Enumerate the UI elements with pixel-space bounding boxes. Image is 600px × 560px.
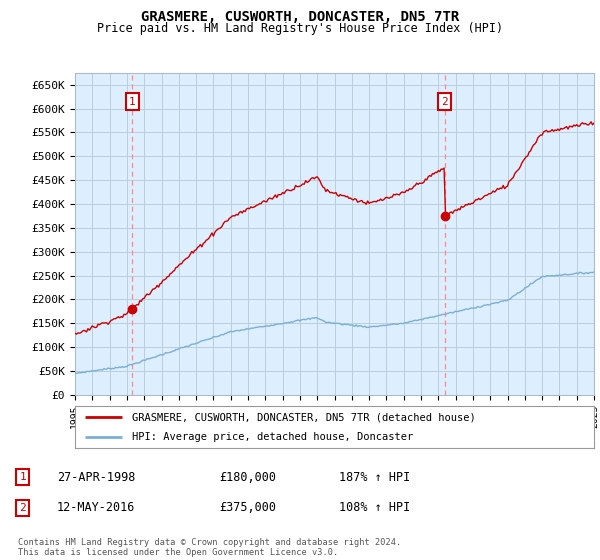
Text: HPI: Average price, detached house, Doncaster: HPI: Average price, detached house, Donc… [132, 432, 413, 442]
Text: 12-MAY-2016: 12-MAY-2016 [57, 501, 136, 515]
Text: Price paid vs. HM Land Registry's House Price Index (HPI): Price paid vs. HM Land Registry's House … [97, 22, 503, 35]
Text: 187% ↑ HPI: 187% ↑ HPI [339, 470, 410, 484]
Text: 27-APR-1998: 27-APR-1998 [57, 470, 136, 484]
Text: Contains HM Land Registry data © Crown copyright and database right 2024.
This d: Contains HM Land Registry data © Crown c… [18, 538, 401, 557]
Text: £375,000: £375,000 [219, 501, 276, 515]
Text: 1: 1 [129, 97, 136, 107]
Text: 1: 1 [19, 472, 26, 482]
Text: GRASMERE, CUSWORTH, DONCASTER, DN5 7TR: GRASMERE, CUSWORTH, DONCASTER, DN5 7TR [141, 10, 459, 24]
Text: GRASMERE, CUSWORTH, DONCASTER, DN5 7TR (detached house): GRASMERE, CUSWORTH, DONCASTER, DN5 7TR (… [132, 412, 476, 422]
Text: 108% ↑ HPI: 108% ↑ HPI [339, 501, 410, 515]
Text: 2: 2 [19, 503, 26, 513]
Text: 2: 2 [442, 97, 448, 107]
Text: £180,000: £180,000 [219, 470, 276, 484]
